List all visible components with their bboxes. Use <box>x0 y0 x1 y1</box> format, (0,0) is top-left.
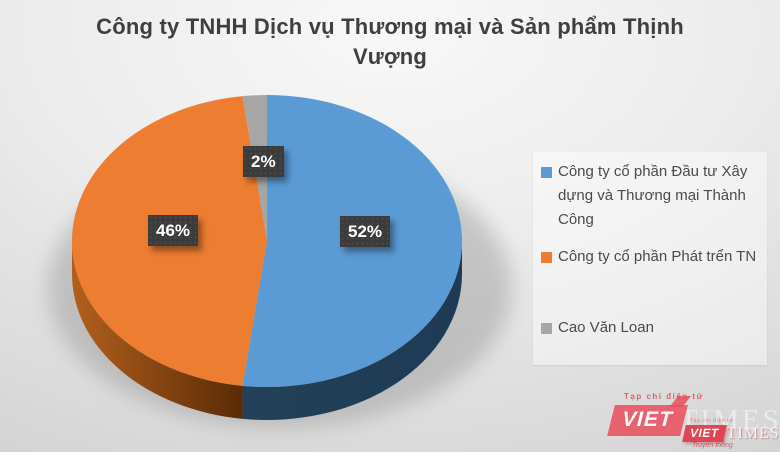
legend-item: Công ty cổ phần Phát trển TN <box>533 245 767 269</box>
legend-item: Cao Văn Loan <box>533 316 767 340</box>
legend-swatch-blue-icon <box>541 167 552 178</box>
chart-legend: Công ty cổ phần Đầu tư Xây dựng và Thươn… <box>533 152 767 365</box>
viettimes-logo-box: VIET <box>607 396 691 436</box>
watermark-tagline: Tạp chí điện tử <box>624 392 704 401</box>
legend-label: Cao Văn Loan <box>558 319 654 336</box>
legend-label: Công ty cổ phần Phát trển TN <box>558 248 757 265</box>
legend-item: Công ty cổ phần Đầu tư Xây dựng và Thươn… <box>533 160 767 232</box>
pie-3d-sides <box>71 241 462 421</box>
watermark-slogan: Truyền thông <box>692 442 733 449</box>
pie-side-1 <box>71 241 243 419</box>
data-label-gray-slice: 2% <box>243 146 284 177</box>
watermark-tagline-small: Tạp chí điện tử <box>690 418 734 424</box>
watermark-times-text-small: TIMES <box>726 424 780 442</box>
legend-label: Công ty cổ phần Đầu tư Xây dựng và Thươn… <box>558 163 748 228</box>
viettimes-small-logo: Tạp chí điện tử VIET TIMES Truyền thông <box>682 418 780 450</box>
legend-swatch-orange-icon <box>541 252 552 263</box>
data-label-orange-slice: 46% <box>148 215 199 246</box>
data-label-blue-slice: 52% <box>340 216 391 247</box>
pie-side-0 <box>242 241 462 421</box>
legend-swatch-gray-icon <box>541 323 552 334</box>
watermark-brand-text: VIET <box>619 408 676 431</box>
viettimes-watermark: Tạp chí điện tử VIET TIMES Tạp chí điện … <box>607 392 780 452</box>
watermark-brand-text: VIET <box>688 426 721 440</box>
viettimes-small-logo-box: VIET <box>682 425 727 442</box>
pie-slices <box>72 95 462 387</box>
chart-title: Công ty TNHH Dịch vụ Thương mại và Sản p… <box>96 14 684 69</box>
